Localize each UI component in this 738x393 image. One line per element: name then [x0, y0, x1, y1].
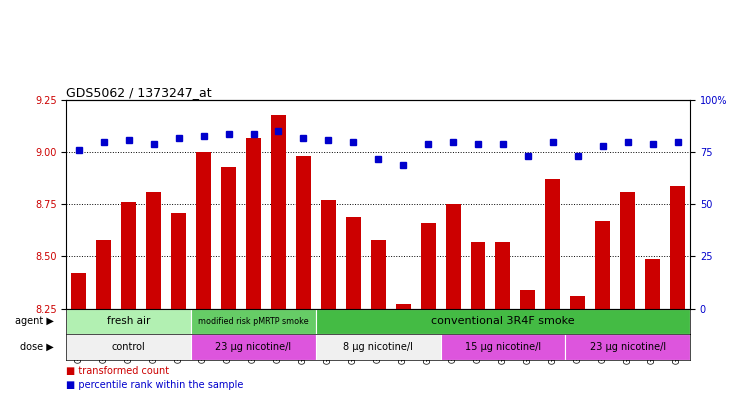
- Bar: [271, 115, 286, 309]
- Bar: [520, 290, 535, 309]
- Bar: [620, 192, 635, 309]
- Bar: [171, 213, 186, 309]
- Text: ■ transformed count: ■ transformed count: [66, 365, 170, 376]
- Bar: [66, 309, 191, 334]
- Text: control: control: [112, 342, 145, 352]
- Text: ■ percentile rank within the sample: ■ percentile rank within the sample: [66, 380, 244, 390]
- Bar: [196, 152, 211, 309]
- Text: modified risk pMRTP smoke: modified risk pMRTP smoke: [199, 317, 308, 326]
- Bar: [471, 242, 486, 309]
- Bar: [446, 204, 461, 309]
- Bar: [645, 259, 660, 309]
- Bar: [66, 334, 191, 360]
- Bar: [316, 309, 690, 334]
- Bar: [421, 223, 435, 309]
- Bar: [565, 334, 690, 360]
- Bar: [191, 334, 316, 360]
- Text: 15 μg nicotine/l: 15 μg nicotine/l: [465, 342, 541, 352]
- Bar: [221, 167, 236, 309]
- Bar: [441, 334, 565, 360]
- Text: fresh air: fresh air: [107, 316, 151, 326]
- Bar: [495, 242, 511, 309]
- Bar: [97, 240, 111, 309]
- Text: GDS5062 / 1373247_at: GDS5062 / 1373247_at: [66, 86, 212, 99]
- Bar: [316, 334, 441, 360]
- Bar: [670, 185, 685, 309]
- Bar: [545, 179, 560, 309]
- Text: 23 μg nicotine/l: 23 μg nicotine/l: [215, 342, 292, 352]
- Bar: [146, 192, 161, 309]
- Bar: [596, 221, 610, 309]
- Text: agent ▶: agent ▶: [15, 316, 54, 326]
- Bar: [346, 217, 361, 309]
- Text: conventional 3R4F smoke: conventional 3R4F smoke: [431, 316, 575, 326]
- Bar: [370, 240, 386, 309]
- Text: dose ▶: dose ▶: [20, 342, 54, 352]
- Bar: [321, 200, 336, 309]
- Bar: [296, 156, 311, 309]
- Bar: [246, 138, 261, 309]
- Bar: [396, 304, 410, 309]
- Text: 23 μg nicotine/l: 23 μg nicotine/l: [590, 342, 666, 352]
- Bar: [121, 202, 137, 309]
- Bar: [72, 273, 86, 309]
- Text: 8 μg nicotine/l: 8 μg nicotine/l: [343, 342, 413, 352]
- Bar: [570, 296, 585, 309]
- Bar: [191, 309, 316, 334]
